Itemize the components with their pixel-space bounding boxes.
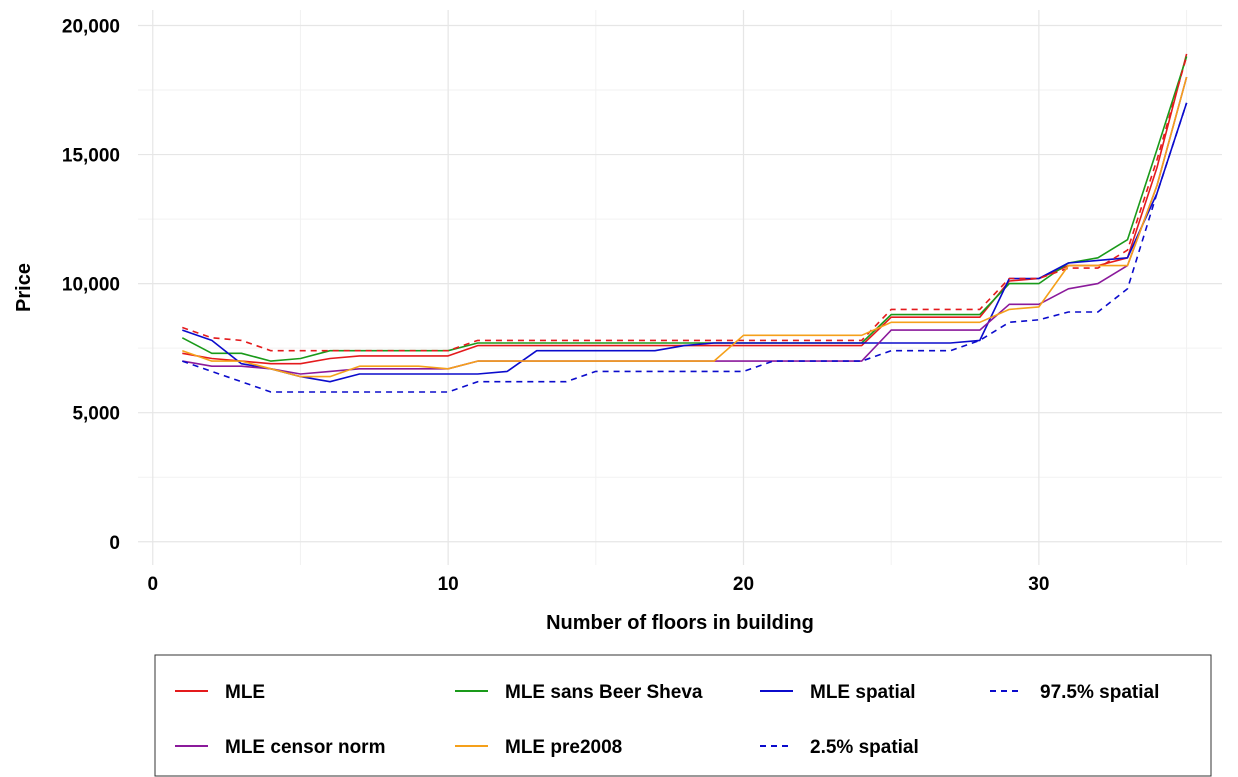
y-tick-label: 0 <box>109 533 120 554</box>
y-tick-label: 20,000 <box>62 16 120 37</box>
x-axis-tick-labels: 0 10 20 30 <box>147 574 1049 595</box>
y-tick-label: 15,000 <box>62 146 120 167</box>
series-line-2-5-spatial <box>182 102 1188 393</box>
legend-label: MLE <box>225 682 265 703</box>
series-line-mle <box>182 53 1188 365</box>
legend-label: MLE spatial <box>810 682 916 703</box>
series-line-mle-spatial <box>182 102 1188 383</box>
x-tick-label: 10 <box>438 574 459 595</box>
x-axis-title: Number of floors in building <box>546 612 814 634</box>
legend-label: 2.5% spatial <box>810 737 919 758</box>
x-tick-label: 0 <box>147 574 158 595</box>
y-axis-title: Price <box>13 263 35 312</box>
minor-gridlines <box>138 10 1222 565</box>
legend-box <box>154 654 1212 777</box>
y-axis-tick-labels: 0 5,000 10,000 15,000 20,000 <box>62 16 120 553</box>
legend-label: MLE sans Beer Sheva <box>505 682 703 703</box>
major-gridlines <box>138 10 1222 565</box>
x-tick-label: 20 <box>733 574 754 595</box>
y-tick-label: 10,000 <box>62 275 120 296</box>
legend-label: MLE censor norm <box>225 737 385 758</box>
series-lines <box>181 53 1188 393</box>
legend-label: 97.5% spatial <box>1040 682 1159 703</box>
series-line-mle-censor-norm <box>182 76 1188 375</box>
x-tick-label: 30 <box>1028 574 1049 595</box>
series-line-mle-sans-beer-sheva <box>181 56 1188 362</box>
legend: MLE MLE sans Beer Sheva MLE spatial 97.5% s… <box>154 654 1212 777</box>
series-line-mle-pre2008 <box>182 76 1188 378</box>
y-tick-label: 5,000 <box>72 404 120 425</box>
legend-label: MLE pre2008 <box>505 737 622 758</box>
series-line-97-5-spatial <box>182 56 1188 352</box>
